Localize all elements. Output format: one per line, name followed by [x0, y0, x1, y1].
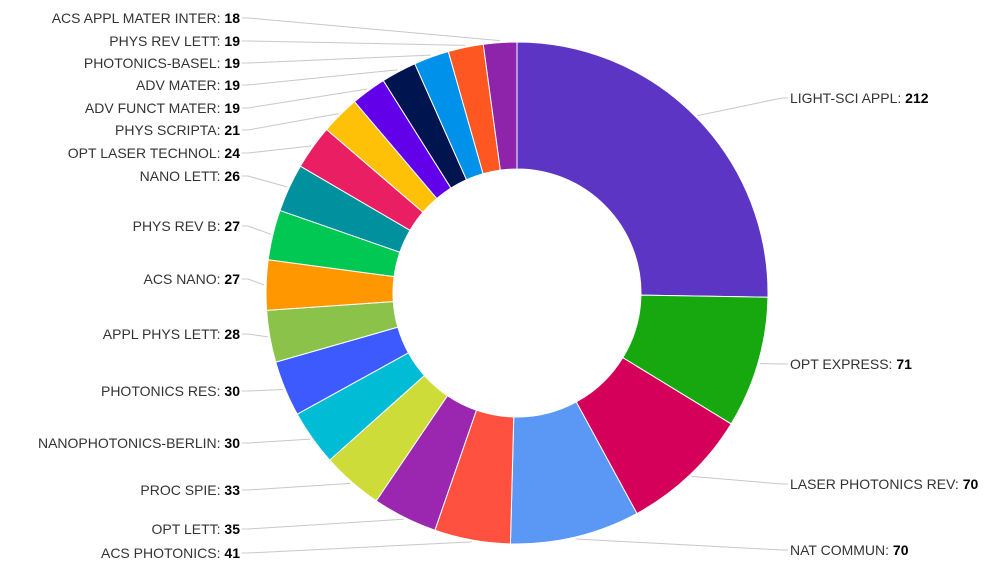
label-group: LIGHT-SCI APPL: 212 OPT EXPRESS: 71 LASER …: [38, 10, 979, 561]
leader-line: [242, 54, 431, 64]
slice-label: NANO LETT: 26: [140, 168, 241, 184]
slice-label-name: LIGHT-SCI APPL:: [790, 90, 905, 106]
slice-label-value: 27: [224, 218, 240, 234]
slice-label-value: 70: [893, 542, 909, 558]
leader-line: [242, 333, 268, 338]
slice-label-name: LASER PHOTONICS REV:: [790, 476, 963, 492]
slice-label-value: 19: [224, 77, 240, 93]
slice-label-name: ACS APPL MATER INTER:: [52, 10, 225, 26]
slice-label-value: 71: [896, 356, 912, 372]
slice-label: OPT LETT: 35: [152, 521, 241, 537]
slice-label-name: NANOPHOTONICS-BERLIN:: [38, 435, 224, 451]
slice-label-value: 41: [224, 545, 240, 561]
leader-line: [697, 97, 788, 117]
slice-label-value: 28: [224, 326, 240, 342]
slice-label-name: ACS NANO:: [144, 271, 225, 287]
leader-line: [242, 17, 501, 42]
slice-label-name: OPT EXPRESS:: [790, 356, 896, 372]
slice-label: PHOTONICS RES: 30: [101, 383, 240, 399]
slice-label-name: NAT COMMUN:: [790, 542, 893, 558]
slice-label-value: 212: [905, 90, 929, 106]
leader-line: [242, 278, 265, 286]
slice-group: [265, 41, 769, 545]
slice-label-value: 18: [224, 10, 240, 26]
slice-label-value: 33: [224, 482, 240, 498]
slice-label-value: 30: [224, 383, 240, 399]
slice-light-sci-appl: [516, 41, 769, 298]
slice-label-value: 70: [963, 476, 979, 492]
slice-label-value: 24: [224, 145, 240, 161]
slice-label-name: OPT LASER TECHNOL:: [68, 145, 225, 161]
slice-label-value: 35: [224, 521, 240, 537]
slice-label: NANOPHOTONICS-BERLIN: 30: [38, 435, 240, 451]
leader-line: [242, 541, 472, 554]
slice-label: NAT COMMUN: 70: [790, 542, 909, 558]
slice-label: LIGHT-SCI APPL: 212: [790, 90, 929, 106]
leader-line: [242, 175, 288, 188]
slice-label-name: ACS PHOTONICS:: [101, 545, 224, 561]
slice-label: OPT EXPRESS: 71: [790, 356, 912, 372]
leader-line: [242, 388, 284, 392]
slice-label-value: 19: [224, 33, 240, 49]
leader-line: [242, 518, 404, 530]
slice-label: OPT LASER TECHNOL: 24: [68, 145, 240, 161]
slice-label-name: PHOTONICS-BASEL:: [84, 55, 225, 71]
slice-label-name: ADV MATER:: [136, 77, 224, 93]
slice-label: PHOTONICS-BASEL: 19: [84, 55, 240, 71]
slice-label-value: 19: [224, 100, 240, 116]
slice-label: ADV FUNCT MATER: 19: [85, 100, 240, 116]
slice-label-name: PHYS REV LETT:: [109, 33, 224, 49]
slice-label: PROC SPIE: 33: [140, 482, 240, 498]
slice-label-name: APPL PHYS LETT:: [103, 326, 225, 342]
slice-label: APPL PHYS LETT: 28: [103, 326, 240, 342]
leader-line-group: [242, 17, 788, 554]
slice-label: ACS NANO: 27: [144, 271, 241, 287]
slice-label-name: PROC SPIE:: [140, 482, 224, 498]
leader-line: [242, 69, 398, 86]
slice-label-name: ADV FUNCT MATER:: [85, 100, 225, 116]
leader-line: [242, 438, 311, 444]
leader-line: [242, 113, 339, 131]
leader-line: [242, 145, 312, 154]
slice-label-name: PHYS REV B:: [133, 218, 225, 234]
slice-label: ADV MATER: 19: [136, 77, 240, 93]
slice-label: ACS PHOTONICS: 41: [101, 545, 240, 561]
leader-line: [242, 88, 368, 109]
leader-line: [242, 225, 272, 235]
slice-label: PHYS REV LETT: 19: [109, 33, 240, 49]
slice-label-value: 21: [224, 122, 240, 138]
slice-label-name: PHYS SCRIPTA:: [115, 122, 224, 138]
leader-line: [691, 475, 788, 485]
slice-label-name: NANO LETT:: [140, 168, 225, 184]
slice-label-name: PHOTONICS RES:: [101, 383, 224, 399]
slice-label: PHYS SCRIPTA: 21: [115, 122, 240, 138]
slice-label: ACS APPL MATER INTER: 18: [52, 10, 240, 26]
slice-label: PHYS REV B: 27: [133, 218, 241, 234]
leader-line: [576, 538, 788, 551]
slice-label-value: 19: [224, 55, 240, 71]
slice-label-name: OPT LETT:: [152, 521, 225, 537]
leader-line: [242, 482, 351, 491]
slice-label-value: 27: [224, 271, 240, 287]
slice-label-value: 30: [224, 435, 240, 451]
slice-label-value: 26: [224, 168, 240, 184]
slice-acs-appl-mater-inter: [482, 41, 518, 171]
slice-label: LASER PHOTONICS REV: 70: [790, 476, 979, 492]
leader-line: [242, 40, 466, 46]
